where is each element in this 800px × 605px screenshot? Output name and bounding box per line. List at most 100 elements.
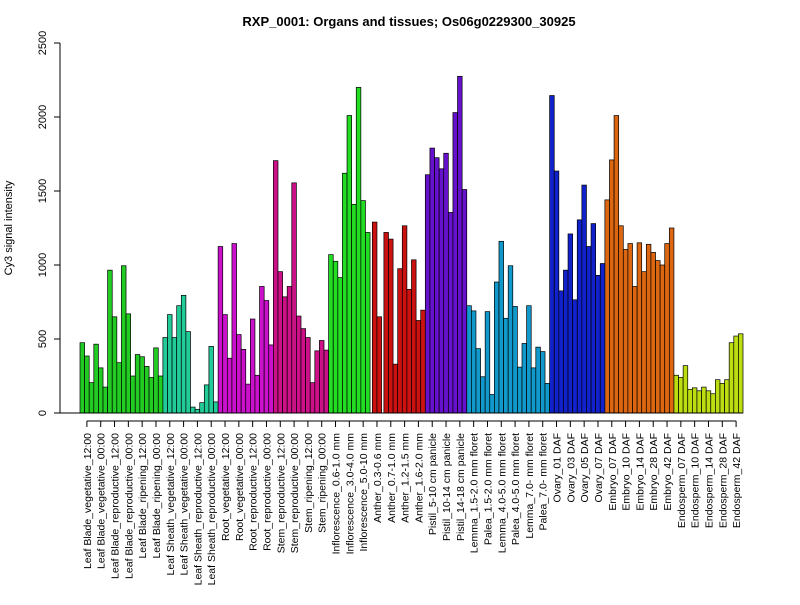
bar bbox=[572, 299, 578, 414]
x-tick-label: Endosperm_07 DAF bbox=[676, 433, 688, 528]
bar bbox=[346, 115, 352, 414]
bar bbox=[296, 315, 302, 414]
bar bbox=[503, 317, 509, 414]
x-tick-label: Root_vegetative_00:00 bbox=[234, 433, 246, 541]
bar bbox=[655, 260, 661, 414]
x-tick-label: Leaf Sheath_vegetative_12:00 bbox=[165, 433, 177, 576]
x-tick-label: Pistil_14-18 cm panicle bbox=[455, 433, 467, 541]
bar bbox=[125, 313, 131, 414]
bar bbox=[540, 351, 546, 414]
bar bbox=[98, 367, 104, 414]
x-tick-label: Leaf Sheath_reproductive_00:00 bbox=[206, 433, 218, 586]
bar bbox=[134, 354, 141, 414]
x-tick-label: Stem_reproductive_12:00 bbox=[275, 433, 287, 553]
x-tick-label: Endosperm_14 DAF bbox=[703, 433, 715, 528]
x-tick-label: Anther_1.2-1.5 mm bbox=[400, 433, 412, 523]
bar bbox=[259, 286, 265, 414]
bar bbox=[139, 356, 145, 414]
x-axis-ticks: Leaf Blade_vegetative_12:00 Leaf Blade_ve… bbox=[82, 420, 743, 586]
bar bbox=[696, 390, 702, 414]
bar bbox=[558, 290, 564, 414]
bar bbox=[355, 87, 362, 414]
bar bbox=[415, 320, 422, 414]
bar bbox=[351, 203, 357, 414]
bar bbox=[162, 337, 168, 414]
bars-layer bbox=[79, 75, 744, 414]
bar bbox=[691, 387, 698, 414]
x-tick-label: Palea_4.0-5.0 mm floret bbox=[510, 433, 522, 545]
bar bbox=[157, 375, 164, 414]
x-tick-label: Ovary_05 DAF bbox=[579, 433, 591, 502]
x-tick-label: Leaf Sheath_reproductive_12:00 bbox=[192, 433, 204, 586]
bar bbox=[107, 269, 113, 414]
bar bbox=[282, 296, 288, 414]
bar bbox=[411, 259, 417, 414]
bar bbox=[471, 310, 477, 414]
bar bbox=[424, 174, 431, 414]
bar bbox=[376, 316, 382, 414]
x-tick-label: Inflorescence_0.6-1.0 mm bbox=[331, 433, 343, 555]
bar bbox=[231, 243, 237, 414]
x-tick-label: Pistil_5-10 cm panicle bbox=[427, 433, 439, 535]
bar bbox=[581, 184, 587, 414]
y-tick-label: 1500 bbox=[37, 179, 49, 203]
bar bbox=[494, 281, 500, 414]
bar bbox=[526, 305, 532, 414]
bar bbox=[457, 75, 463, 414]
x-tick-label: Endosperm_10 DAF bbox=[690, 433, 702, 528]
bar bbox=[102, 386, 108, 414]
bar bbox=[217, 246, 224, 414]
bar bbox=[88, 382, 95, 414]
bar bbox=[397, 268, 403, 414]
y-tick-label: 500 bbox=[37, 330, 49, 348]
bar bbox=[475, 348, 481, 414]
bar bbox=[636, 242, 643, 414]
x-tick-label: Leaf Blade_ripening_12:00 bbox=[137, 433, 149, 559]
bar bbox=[286, 286, 293, 414]
bar bbox=[273, 160, 279, 414]
bar bbox=[213, 401, 219, 414]
x-tick-label: Leaf Blade_reproductive_12:00 bbox=[110, 433, 122, 579]
bar bbox=[452, 112, 458, 414]
bar bbox=[595, 275, 601, 414]
bar bbox=[300, 328, 306, 414]
bar bbox=[480, 376, 486, 414]
bar bbox=[429, 147, 435, 414]
bar bbox=[650, 252, 656, 414]
bar bbox=[563, 269, 569, 414]
bar bbox=[687, 388, 693, 414]
bar bbox=[372, 221, 378, 414]
bar bbox=[148, 377, 155, 414]
x-tick-label: Leaf Blade_vegetative_12:00 bbox=[82, 433, 94, 569]
x-tick-label: Embryo_28 DAF bbox=[648, 433, 660, 511]
x-tick-label: Palea_7.0- mm floret bbox=[538, 433, 550, 531]
bar bbox=[668, 227, 675, 414]
y-axis: 0 500 1000 1500 2000 2500 bbox=[37, 31, 61, 416]
bar bbox=[208, 346, 214, 414]
bar bbox=[185, 331, 191, 414]
bar bbox=[609, 159, 615, 414]
bar bbox=[388, 238, 394, 414]
x-tick-label: Ovary_07 DAF bbox=[593, 433, 605, 502]
bar bbox=[314, 350, 320, 414]
bar bbox=[167, 314, 173, 414]
bar bbox=[420, 309, 426, 414]
bar bbox=[498, 240, 504, 414]
bar bbox=[728, 342, 735, 414]
bar bbox=[604, 199, 610, 414]
bar bbox=[507, 265, 514, 414]
bar bbox=[360, 200, 366, 414]
bar bbox=[535, 346, 541, 414]
bar bbox=[724, 379, 730, 414]
x-tick-label: Embryo_10 DAF bbox=[621, 433, 633, 511]
bar bbox=[438, 168, 445, 414]
x-tick-label: Pistil_10-14 cm panicle bbox=[441, 433, 453, 541]
bar bbox=[121, 265, 127, 414]
bar bbox=[530, 367, 537, 414]
x-tick-label: Leaf Blade_vegetative_00:00 bbox=[96, 433, 108, 569]
bar bbox=[226, 357, 233, 414]
x-tick-label: Stem_reproductive_00:00 bbox=[289, 433, 301, 553]
bar bbox=[710, 393, 716, 414]
bar bbox=[443, 152, 449, 414]
